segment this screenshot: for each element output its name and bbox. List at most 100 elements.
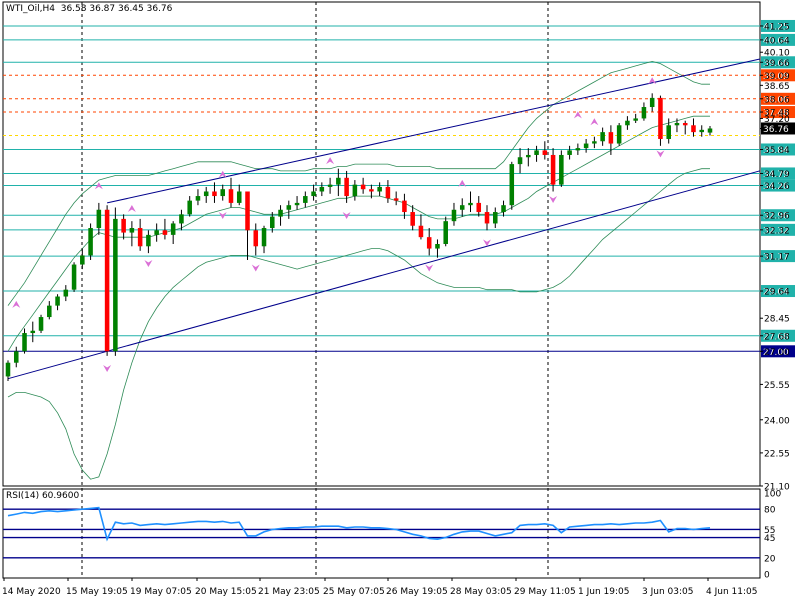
candle-body <box>71 264 77 290</box>
candle <box>385 180 391 203</box>
candle <box>71 262 77 292</box>
candle <box>468 191 473 213</box>
candle <box>501 200 506 217</box>
candle-body <box>104 209 110 352</box>
candle-body <box>707 128 713 133</box>
candle-body <box>542 150 548 155</box>
level-label-13: 29.64 <box>763 288 789 298</box>
level-tag-3 <box>761 69 795 82</box>
x-tick-label-4: 21 May 23:05 <box>258 587 320 597</box>
candle <box>203 186 209 203</box>
current-price-tag <box>761 122 795 135</box>
fractal-up-0 <box>12 300 21 308</box>
price-tick-label-10: 35.84 <box>764 146 790 156</box>
candle-body <box>633 118 638 121</box>
candle-body <box>22 333 27 352</box>
price-tick-label-15: 31.17 <box>764 253 790 263</box>
fractal-down-1 <box>144 259 153 267</box>
candle-body <box>261 228 267 247</box>
candle <box>286 200 292 219</box>
x-tick-label-8: 29 May 11:05 <box>514 587 576 597</box>
candle <box>104 205 110 356</box>
candle <box>38 314 44 334</box>
candle <box>377 182 382 197</box>
price-tick-label-0: 41.25 <box>764 22 790 32</box>
candle <box>402 193 407 219</box>
candle-body <box>203 191 209 197</box>
candle <box>162 218 168 240</box>
candle-body <box>691 125 696 133</box>
candle <box>707 125 713 136</box>
candle-body <box>658 97 663 139</box>
bollinger-upper <box>7 60 710 306</box>
candle <box>641 102 647 121</box>
candle <box>113 207 118 356</box>
candle <box>509 161 515 210</box>
rsi-tick-label-5: 0 <box>764 571 770 581</box>
chart-symbol: WTI_Oil,H4 <box>6 4 55 14</box>
candle <box>542 141 548 160</box>
candle-body <box>666 125 671 139</box>
level-tag-13 <box>761 285 795 298</box>
candle-body <box>641 107 647 119</box>
candle <box>137 218 143 251</box>
candle <box>236 184 242 206</box>
candle <box>649 93 655 112</box>
candle-body <box>575 148 581 151</box>
candle-body <box>113 218 118 352</box>
candle-body <box>377 186 382 192</box>
candle-body <box>303 196 308 203</box>
candle-body <box>5 362 11 377</box>
chart-header: WTI_Oil,H4 36.58 36.87 36.45 36.76 <box>6 4 172 14</box>
current-price-label: 36.76 <box>763 125 789 135</box>
price-tick-label-3: 39.66 <box>764 59 790 69</box>
level-label-15: 27.00 <box>763 348 789 358</box>
candle <box>80 248 85 270</box>
candle <box>682 120 688 135</box>
candle <box>187 196 192 217</box>
rsi-line <box>7 506 711 542</box>
price-tick-label-4: 39.09 <box>764 72 790 82</box>
level-label-12: 31.17 <box>763 253 789 263</box>
level-label-1: 40.64 <box>763 36 789 46</box>
candle <box>22 328 27 354</box>
channel-upper-line <box>106 58 761 204</box>
candle <box>443 216 448 247</box>
price-tick-label-21: 24.00 <box>764 416 790 426</box>
rsi-header: RSI(14) 60.9600 <box>6 491 80 501</box>
fractal-down-6 <box>483 239 492 247</box>
rsi-tick-label-4: 20 <box>764 554 776 564</box>
fractal-down-5 <box>425 264 434 272</box>
candle-body <box>352 184 358 197</box>
level-tag-1 <box>761 33 795 46</box>
candle-body <box>327 184 333 187</box>
price-tick-label-11: 34.79 <box>764 170 790 180</box>
candle-body <box>220 189 226 197</box>
candle-body <box>484 212 490 224</box>
candle-body <box>426 237 432 249</box>
level-label-0: 41.25 <box>763 22 789 32</box>
fractal-down-8 <box>656 150 665 158</box>
candle <box>550 148 556 192</box>
candle-body <box>468 202 473 206</box>
fractal-up-2 <box>127 205 136 213</box>
candle <box>492 207 498 229</box>
candle <box>426 228 432 256</box>
chart-ohlc: 36.58 36.87 36.45 36.76 <box>60 4 173 14</box>
rsi-tick-label-2: 55 <box>764 526 775 536</box>
candle <box>517 148 523 174</box>
fractal-down-4 <box>342 212 351 220</box>
candle <box>5 360 11 381</box>
price-tick-label-5: 38.65 <box>764 82 790 92</box>
candle <box>327 177 333 194</box>
level-tag-12 <box>761 250 795 263</box>
price-tick-label-23: 21.10 <box>764 483 790 493</box>
candle-body <box>187 200 192 215</box>
candle-body <box>583 143 589 149</box>
fractal-down-2 <box>218 212 227 220</box>
candle <box>278 205 283 226</box>
level-tag-4 <box>761 92 795 105</box>
price-tick-label-19: 27.00 <box>764 348 790 358</box>
candle-body <box>96 209 102 229</box>
candle-body <box>501 205 506 213</box>
